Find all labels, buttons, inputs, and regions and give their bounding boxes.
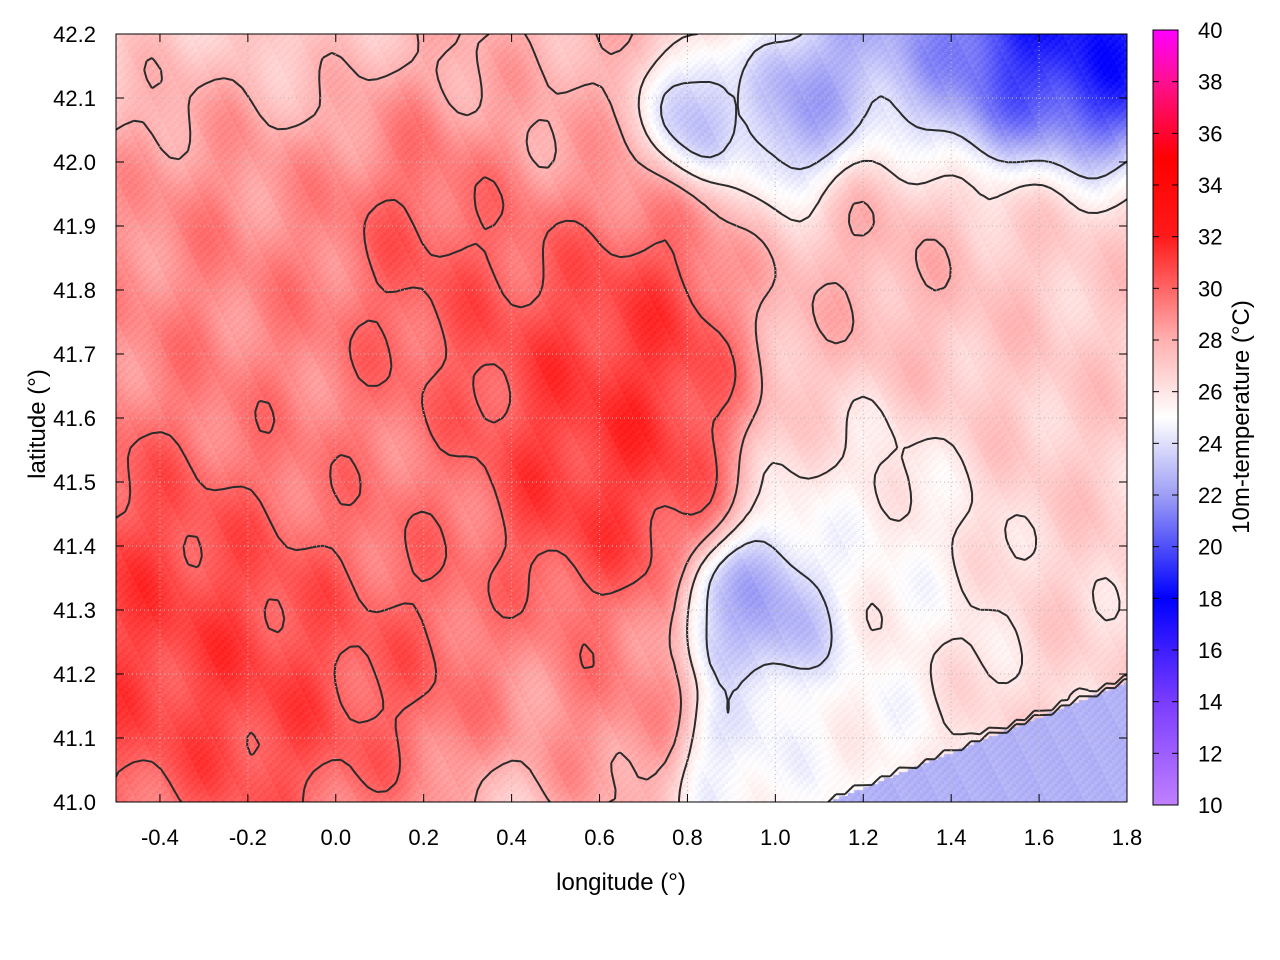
x-axis-label: longitude (°): [556, 869, 686, 896]
x-tick-label: 1.6: [1024, 825, 1055, 850]
colorbar-tick-label: 14: [1198, 690, 1222, 715]
y-tick-label: 41.9: [53, 214, 96, 239]
x-tick-label: 0.4: [496, 825, 527, 850]
x-tick-label: 1.4: [936, 825, 967, 850]
colorbar-tick-label: 20: [1198, 535, 1222, 560]
x-tick-label: 0.8: [672, 825, 703, 850]
colorbar-tick-label: 36: [1198, 121, 1222, 146]
x-axis-ticks: -0.4 -0.2 0.0 0.2 0.4 0.6 0.8 1.0 1.2 1.4 1.6 1.8: [141, 34, 1142, 850]
colorbar-tick-label: 16: [1198, 638, 1222, 663]
y-axis-label: latitude (°): [24, 369, 51, 479]
y-tick-label: 41.0: [53, 790, 96, 815]
plot-area: [115, 33, 1128, 803]
temperature-heatmap: [116, 34, 1127, 802]
colorbar-tick-label: 24: [1198, 431, 1222, 456]
y-tick-label: 41.8: [53, 278, 96, 303]
colorbar: 10 12 14 16 18 20 22 24 26 28 30 32 34 36 38 40 10m-tem…: [1152, 18, 1255, 818]
y-tick-label: 41.6: [53, 406, 96, 431]
colorbar-tick-label: 34: [1198, 173, 1222, 198]
y-tick-label: 41.3: [53, 598, 96, 623]
y-tick-label: 42.2: [53, 22, 96, 47]
colorbar-tick-label: 22: [1198, 483, 1222, 508]
isotherm-28: [116, 34, 952, 802]
colorbar-tick-label: 12: [1198, 741, 1222, 766]
x-tick-label: 1.8: [1112, 825, 1143, 850]
colorbar-tick-label: 28: [1198, 328, 1222, 353]
isotherm-26: [637, 34, 1127, 802]
colorbar-label: 10m-temperature (°C): [1228, 300, 1255, 534]
colorbar-tick-label: 26: [1198, 380, 1222, 405]
colorbar-ticks: 10 12 14 16 18 20 22 24 26 28 30 32 34 36 38 40: [1153, 18, 1222, 818]
isotherm-contours: [116, 34, 1127, 802]
colorbar-tick-label: 10: [1198, 793, 1222, 818]
colorbar-gradient: [1152, 29, 1179, 806]
y-tick-label: 42.1: [53, 86, 96, 111]
grid-lines: [116, 34, 1127, 802]
y-tick-label: 41.2: [53, 662, 96, 687]
x-tick-label: 1.0: [760, 825, 791, 850]
y-tick-label: 42.0: [53, 150, 96, 175]
x-tick-label: -0.2: [229, 825, 267, 850]
y-tick-label: 41.7: [53, 342, 96, 367]
x-tick-label: 1.2: [848, 825, 879, 850]
x-tick-label: 0.2: [408, 825, 439, 850]
y-tick-label: 41.4: [53, 534, 96, 559]
y-tick-label: 41.5: [53, 470, 96, 495]
colorbar-tick-label: 18: [1198, 586, 1222, 611]
isotherm-24: [660, 34, 1127, 802]
colorbar-tick-label: 40: [1198, 18, 1222, 43]
colorbar-tick-label: 38: [1198, 70, 1222, 95]
colorbar-tick-label: 30: [1198, 276, 1222, 301]
y-axis-ticks: 41.0 41.1 41.2 41.3 41.4 41.5 41.6 41.7 41.8 41.9…: [53, 22, 1127, 815]
x-tick-label: 0.6: [584, 825, 615, 850]
x-tick-label: 0.0: [320, 825, 351, 850]
colorbar-tick-label: 32: [1198, 225, 1222, 250]
isotherm-30: [116, 176, 737, 802]
y-tick-label: 41.1: [53, 726, 96, 751]
x-tick-label: -0.4: [141, 825, 179, 850]
